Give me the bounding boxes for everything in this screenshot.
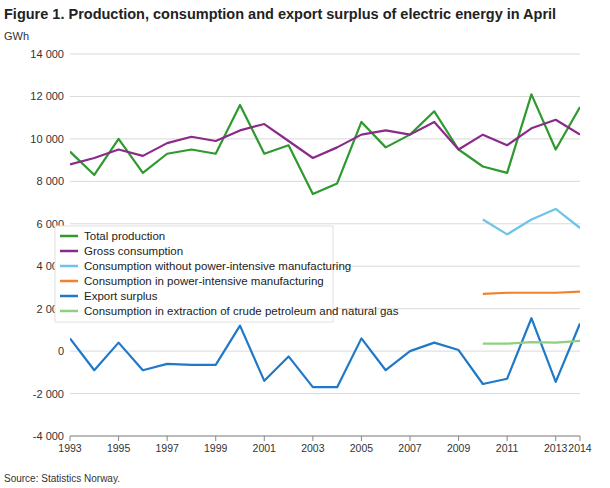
legend-label: Export surplus: [84, 290, 158, 302]
x-tick-label: 2007: [398, 442, 422, 454]
y-tick-label: 10 000: [30, 133, 64, 145]
series-line: [483, 292, 580, 294]
series-line: [483, 341, 580, 344]
grid-line: [70, 393, 580, 394]
title: Figure 1. Production, consumption and ex…: [4, 6, 556, 22]
y-tick-label: -2 000: [33, 388, 64, 400]
legend-swatch: [60, 265, 78, 268]
x-tick-label: 2009: [447, 442, 471, 454]
grid-line: [70, 351, 580, 352]
grid-line: [70, 223, 580, 224]
x-tick: [458, 436, 459, 441]
x-tick-label: 2005: [350, 442, 374, 454]
y-label: GWh: [4, 30, 29, 42]
legend-swatch: [60, 250, 78, 253]
x-tick: [167, 436, 168, 441]
chart: Figure 1. Production, consumption and ex…: [0, 0, 610, 488]
legend: Total production Gross consumption Consump…: [55, 226, 399, 322]
x-tick: [361, 436, 362, 441]
legend-label: Total production: [84, 230, 165, 242]
x-tick: [580, 436, 581, 441]
legend-label: Consumption without power-intensive manu…: [84, 260, 351, 272]
series-line: [483, 209, 580, 234]
legend-swatch: [60, 280, 78, 283]
series-line: [70, 94, 580, 194]
x-tick-label: 2011: [496, 442, 519, 454]
x-axis: [70, 436, 580, 437]
x-tick: [410, 436, 411, 441]
x-tick: [555, 436, 556, 441]
legend-label: Consumption in power-intensive manufactu…: [84, 275, 324, 287]
source: Source: Statistics Norway.: [4, 473, 120, 484]
y-tick-label: -4 000: [33, 430, 64, 442]
x-tick-label: 2013: [544, 442, 568, 454]
x-tick: [118, 436, 119, 441]
x-tick-label: 2001: [253, 442, 277, 454]
x-tick: [215, 436, 216, 441]
grid-line: [70, 181, 580, 182]
x-tick-label: 2014: [568, 442, 592, 454]
legend-swatch: [60, 235, 78, 238]
x-tick-label: 1993: [58, 442, 82, 454]
x-tick: [507, 436, 508, 441]
x-tick-label: 1997: [155, 442, 179, 454]
legend-swatch: [60, 295, 78, 298]
x-tick: [70, 436, 71, 441]
y-tick-label: 8 000: [36, 175, 64, 187]
x-tick: [312, 436, 313, 441]
y-tick-label: 12 000: [30, 90, 64, 102]
series-line: [70, 318, 580, 387]
legend-label: Gross consumption: [84, 245, 183, 257]
grid-line: [70, 138, 580, 139]
x-tick-label: 1995: [107, 442, 131, 454]
series-line: [70, 120, 580, 165]
legend-label: Consumption in extraction of crude petro…: [84, 305, 399, 317]
grid-line: [70, 96, 580, 97]
x-tick-label: 1999: [204, 442, 228, 454]
legend-swatch: [60, 310, 78, 313]
grid-line: [70, 436, 580, 437]
x-tick: [264, 436, 265, 441]
grid-line: [70, 54, 580, 55]
y-tick-label: 0: [58, 345, 64, 357]
x-tick-label: 2003: [301, 442, 325, 454]
y-tick-label: 14 000: [30, 48, 64, 60]
